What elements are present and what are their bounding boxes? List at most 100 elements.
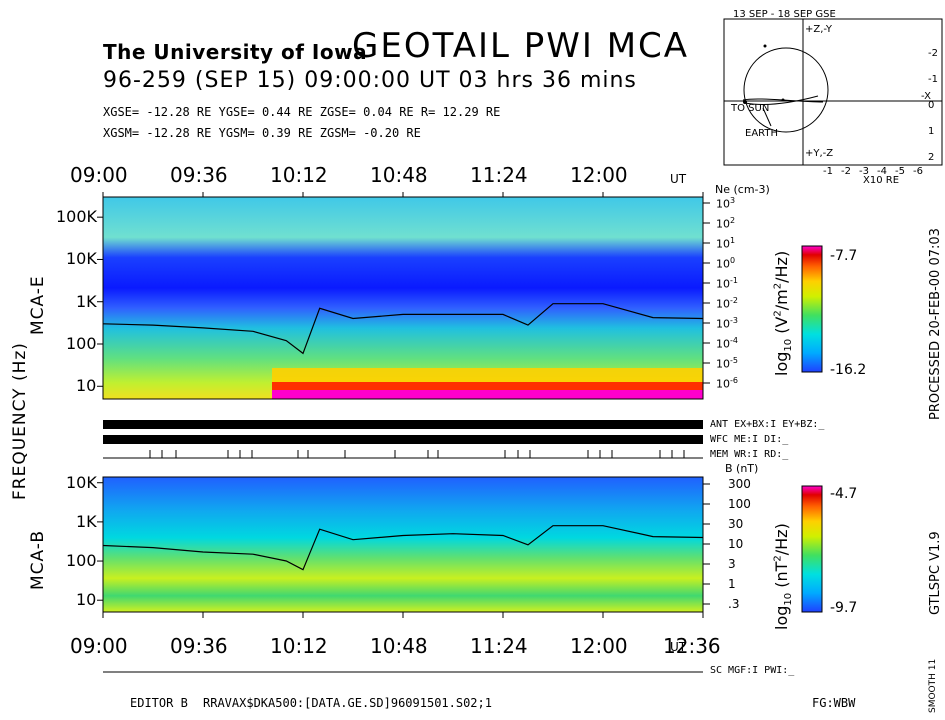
b-tick: 1 — [728, 577, 736, 591]
footer-editor: EDITOR B — [130, 696, 188, 710]
time-label-bottom: 10:48 — [370, 634, 428, 658]
footer-fg: FG:WBW — [812, 696, 856, 710]
orbit-to-sun: TO SUN — [731, 103, 770, 114]
institution-name: The University of Iowa — [103, 40, 368, 64]
ne-tick-base: 10 — [716, 297, 730, 311]
mca-e-freq-tick: 10 — [76, 376, 97, 396]
ne-tick-exp: 1 — [730, 236, 736, 245]
orbit-bottom-axis: +Y,-Z — [805, 148, 834, 159]
mca-e-band-red — [272, 382, 703, 392]
version-stamp: GTLSPC V1.9 — [928, 531, 943, 615]
mca-e-band-magenta — [272, 390, 703, 399]
sc-status: SC MGF:I PWI:_ — [710, 665, 795, 676]
mca-b-spectrogram — [103, 477, 703, 612]
time-label-bottom: 09:36 — [170, 634, 228, 658]
ut-label-top: UT — [670, 172, 687, 186]
b-colorbar-min: -9.7 — [830, 600, 858, 616]
orbit-earth: EARTH — [745, 128, 779, 139]
ne-tick: 10-5 — [716, 356, 738, 371]
b-tick: 300 — [728, 477, 751, 491]
ne-tick: 10-1 — [716, 276, 738, 291]
ne-tick: 10-3 — [716, 316, 738, 331]
mca-b-colorbar — [801, 485, 823, 613]
orbit-right-tick: 0 — [928, 100, 935, 111]
ne-tick-exp: -5 — [730, 356, 738, 365]
orbit-x-unit: X10 RE — [863, 175, 900, 186]
ne-tick: 10-4 — [716, 336, 738, 351]
mca-b-freq-tick: 10K — [66, 472, 97, 492]
ne-tick-exp: 2 — [730, 216, 736, 225]
ne-axis-label: Ne (cm-3) — [715, 183, 770, 196]
orbit-top-axis: +Z,-Y — [805, 24, 832, 35]
smooth-stamp: SMOOTH 11 — [928, 658, 938, 713]
b-axis-label: B (nT) — [725, 462, 759, 475]
footer-path: RRAVAX$DKA500:[DATA.GE.SD]96091501.S02;1 — [203, 696, 492, 710]
mca-e-spectrogram — [103, 197, 703, 399]
orbit-x-tick: -5 — [895, 166, 905, 177]
frequency-ticks — [97, 192, 710, 618]
mca-e-colorbar — [801, 245, 823, 373]
ne-tick-base: 10 — [716, 377, 730, 391]
mca-b-freq-tick: 10 — [76, 590, 97, 610]
ne-tick-base: 10 — [716, 277, 730, 291]
mem-status: MEM WR:I RD:_ — [710, 449, 789, 460]
time-label-top: 09:00 — [70, 163, 128, 187]
ne-tick-exp: -2 — [730, 296, 738, 305]
time-label-bottom: 11:24 — [470, 634, 528, 658]
ne-tick-base: 10 — [716, 337, 730, 351]
mca-b-freq-tick: 1K — [76, 511, 97, 531]
b-field-line — [102, 525, 704, 571]
orbit-title: 13 SEP - 18 SEP GSE — [733, 9, 836, 20]
time-label-bottom: 10:12 — [270, 634, 328, 658]
orbit-x-tick: -6 — [913, 166, 923, 177]
e-colorbar-min: -16.2 — [830, 362, 867, 378]
ne-tick-exp: -4 — [730, 336, 738, 345]
ne-tick-exp: -6 — [730, 376, 738, 385]
ne-tick: 103 — [716, 196, 735, 211]
orbit-x-tick: -2 — [841, 166, 851, 177]
orbit-right-tick: -2 — [928, 48, 938, 59]
b-tick: 10 — [728, 537, 744, 551]
time-label-top: 11:24 — [470, 163, 528, 187]
ne-tick-base: 10 — [716, 217, 730, 231]
ant-status: ANT EX+BX:I EY+BZ:_ — [710, 419, 825, 430]
orbit-x-tick: -4 — [877, 166, 887, 177]
ant-status-bar — [103, 420, 703, 429]
b-tick: .3 — [728, 597, 740, 611]
ne-tick: 10-2 — [716, 296, 738, 311]
time-label-top: 10:12 — [270, 163, 328, 187]
b-tick: 3 — [728, 557, 736, 571]
time-label-top: 10:48 — [370, 163, 428, 187]
orbit-plot — [723, 18, 943, 166]
date-line: 96-259 (SEP 15) 09:00:00 UT 03 hrs 36 mi… — [103, 68, 637, 93]
mca-b-freq-tick: 100 — [66, 551, 97, 571]
orbit-right-tick: 2 — [928, 152, 935, 163]
plot-title: GEOTAIL PWI MCA — [352, 26, 690, 66]
mca-e-freq-tick: 1K — [76, 291, 97, 311]
orbit-x-tick: -3 — [859, 166, 869, 177]
wfc-status-bar — [103, 435, 703, 444]
ne-tick-exp: -3 — [730, 316, 738, 325]
gsm-coordinates: XGSM= -12.28 RE YGSM= 0.39 RE ZGSM= -0.2… — [103, 126, 421, 140]
gse-coordinates: XGSE= -12.28 RE YGSE= 0.44 RE ZGSE= 0.04… — [103, 105, 501, 119]
orbit-x-axis: -X — [921, 91, 931, 102]
time-label-bottom: 12:36 — [663, 634, 721, 658]
mca-e-freq-tick: 100 — [66, 333, 97, 353]
b-tick: 30 — [728, 517, 744, 531]
ne-tick: 10-6 — [716, 376, 738, 391]
ut-label-bottom: UT — [670, 640, 687, 654]
mca-e-freq-tick: 10K — [66, 249, 97, 269]
ne-tick-base: 10 — [716, 237, 730, 251]
ne-tick-exp: -1 — [730, 276, 738, 285]
processed-stamp: PROCESSED 20-FEB-00 07:03 — [928, 228, 943, 420]
orbit-right-tick: 1 — [928, 126, 935, 137]
e-colorbar-unit: log10 (V2/m2/Hz) — [772, 250, 795, 376]
e-colorbar-max: -7.7 — [830, 248, 858, 264]
orbit-x-tick: -1 — [823, 166, 833, 177]
ne-tick-base: 10 — [716, 197, 730, 211]
ne-tick: 102 — [716, 216, 735, 231]
time-label-bottom: 09:00 — [70, 634, 128, 658]
ne-tick: 101 — [716, 236, 735, 251]
b-tick: 100 — [728, 497, 751, 511]
ne-tick-exp: 3 — [730, 196, 736, 205]
